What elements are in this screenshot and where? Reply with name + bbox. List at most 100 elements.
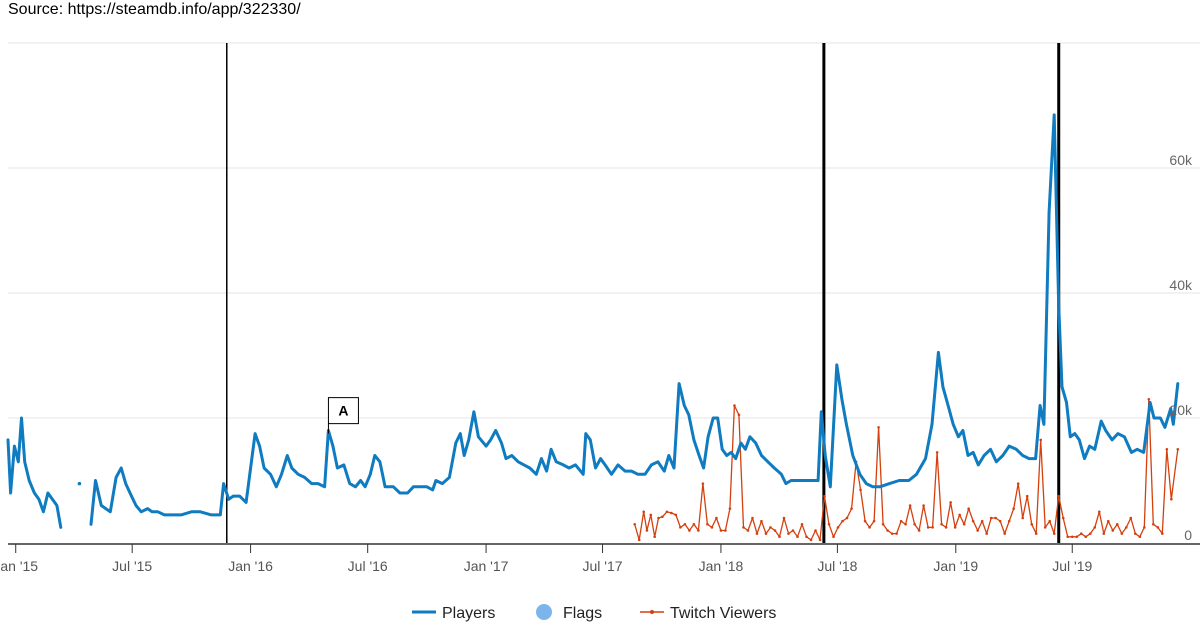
data-point [670,511,673,515]
data-point [1147,397,1151,401]
x-tick-label: Jan '16 [228,558,273,574]
data-point [728,507,732,510]
data-point [859,488,862,492]
data-point [764,532,768,535]
legend[interactable]: Players Flags Twitch Viewers [412,604,776,622]
x-tick-label: Jan '17 [464,558,509,574]
data-point [962,522,966,526]
data-point [746,529,750,532]
data-point [913,522,916,526]
data-point [868,526,871,529]
data-point [908,504,912,507]
data-point [737,413,741,417]
data-point [1138,535,1142,539]
data-point [1066,535,1070,539]
x-tick-label: Jul '15 [112,558,152,574]
data-point [77,481,82,486]
data-point [1120,532,1124,535]
data-point [976,529,979,532]
data-point [989,516,993,520]
data-point [1161,532,1164,535]
legend-item-flags[interactable]: Flags [536,604,602,622]
data-point [679,526,682,529]
data-point [886,529,889,532]
data-point [653,535,656,539]
data-point [1007,519,1011,523]
data-point [733,404,736,407]
data-point [1106,519,1110,523]
data-point [899,519,903,523]
data-point [674,513,678,517]
data-point [967,507,970,510]
data-point [633,522,637,526]
data-point [1079,532,1083,535]
data-point [895,532,898,535]
twitch-series [633,397,1180,542]
legend-item-players[interactable]: Players [412,605,495,622]
data-point [697,529,700,532]
data-point [661,515,664,519]
players-series [6,113,1180,529]
x-axis: Jan '15 Jul '15 Jan '16 Jul '16 Jan '17 Jul '… [0,543,1200,574]
x-tick-label: Jan '18 [699,558,744,574]
data-point [814,529,817,532]
data-point [931,526,934,529]
data-point [782,516,786,520]
data-point [1170,497,1173,501]
data-point [1115,522,1119,526]
data-point [760,519,763,523]
data-point [1176,447,1180,451]
data-point [1021,516,1025,520]
data-point [1165,447,1169,451]
data-point [688,529,691,532]
data-point [890,532,894,535]
data-point [724,529,727,532]
data-point [1016,482,1020,485]
data-point [1102,532,1106,535]
data-point [994,516,997,520]
y-tick-label: 60k [1169,152,1193,168]
data-point [683,522,687,526]
data-point [980,519,984,523]
legend-item-twitch[interactable]: Twitch Viewers [640,605,776,622]
data-point [1052,532,1056,535]
data-point [657,516,660,520]
y-axis: 0 20k 40k 60k [1169,152,1193,543]
legend-players-label: Players [442,605,495,622]
data-point [845,516,849,520]
data-point [1124,526,1128,529]
source-caption: Source: https://steamdb.info/app/322330/ [8,1,301,18]
data-point [665,510,669,514]
data-point [701,482,705,485]
data-point [818,538,822,542]
data-point [1043,526,1047,529]
x-tick-label: Jan '15 [0,558,38,574]
data-point [742,526,745,529]
data-point [1039,438,1043,442]
data-point [904,522,907,526]
data-point [1003,532,1006,535]
flag-box[interactable] [327,397,359,425]
data-point [836,526,840,529]
data-point [949,501,952,504]
data-point [637,538,641,542]
x-tick-label: Jul '19 [1052,558,1092,574]
data-point [778,535,781,539]
y-tick-label: 40k [1169,277,1193,293]
x-tick-label: Jul '18 [817,558,857,574]
data-point [985,532,988,535]
data-point [645,529,649,532]
data-point [1152,522,1155,526]
data-point [751,516,754,520]
data-point [917,529,921,532]
y-tick-label: 0 [1184,527,1192,543]
data-point [1111,529,1115,532]
data-point [710,526,714,529]
series-line [6,113,1180,529]
data-point [1134,532,1137,535]
data-point [922,504,925,507]
data-point [1048,519,1052,523]
data-point [850,507,853,510]
data-point [715,516,718,520]
data-point [1084,535,1088,539]
